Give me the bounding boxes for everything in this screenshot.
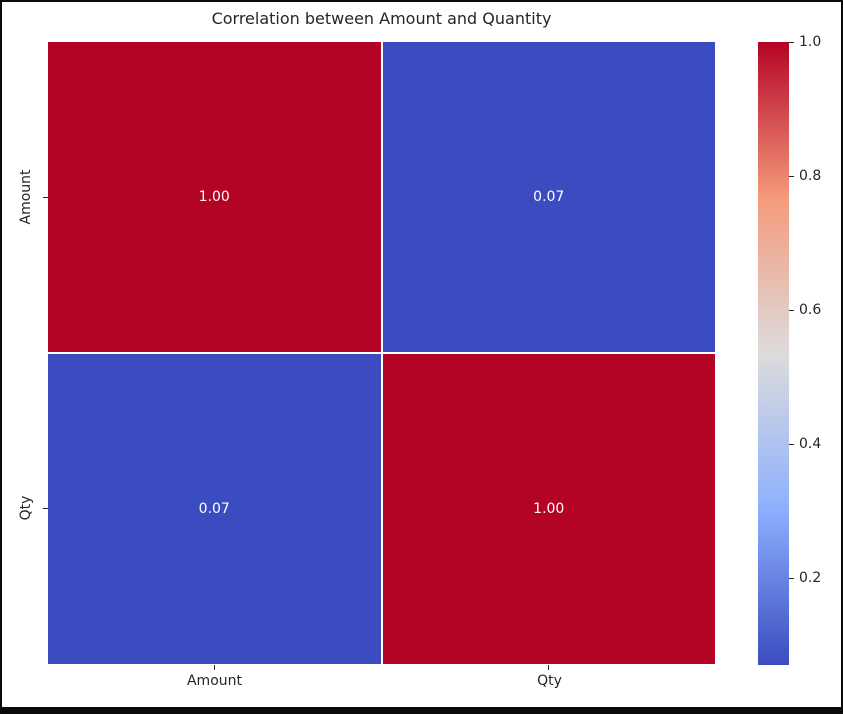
colorbar-tick (789, 578, 794, 580)
colorbar-tick (789, 310, 794, 312)
y-axis-tick (43, 508, 48, 510)
heatmap-cell-qty-qty: 1.00 (382, 354, 715, 664)
y-axis-tick (43, 197, 48, 199)
chart-title: Correlation between Amount and Quantity (211, 9, 552, 28)
heatmap-cell-qty-amount: 0.07 (48, 354, 381, 664)
x-axis-label-amount: Amount (186, 673, 242, 689)
x-axis-tick (214, 665, 216, 670)
cell-value-label: 1.00 (198, 189, 230, 205)
colorbar-tick (789, 176, 794, 178)
x-axis-label-qty: Qty (537, 673, 562, 689)
colorbar-tick-label: 1.0 (799, 34, 822, 50)
y-axis-label-amount: Amount (18, 169, 34, 225)
cell-value-label: 0.07 (533, 189, 565, 205)
colorbar-tick-label: 0.2 (799, 570, 822, 586)
colorbar-tick (789, 444, 794, 446)
colorbar-tick (789, 42, 794, 44)
x-axis-tick (548, 665, 550, 670)
y-axis-label-qty: Qty (18, 495, 34, 521)
colorbar-tick-label: 0.6 (799, 302, 822, 318)
cell-value-label: 1.00 (533, 501, 565, 517)
heatmap-cell-amount-qty: 0.07 (382, 42, 715, 352)
cell-value-label: 0.07 (198, 501, 230, 517)
colorbar-tick-label: 0.8 (799, 168, 822, 184)
correlation-heatmap: 1.00 0.07 0.07 1.00 (48, 42, 715, 664)
colorbar-tick-label: 0.4 (799, 436, 822, 452)
heatmap-cell-amount-amount: 1.00 (48, 42, 381, 352)
colorbar (758, 42, 789, 665)
